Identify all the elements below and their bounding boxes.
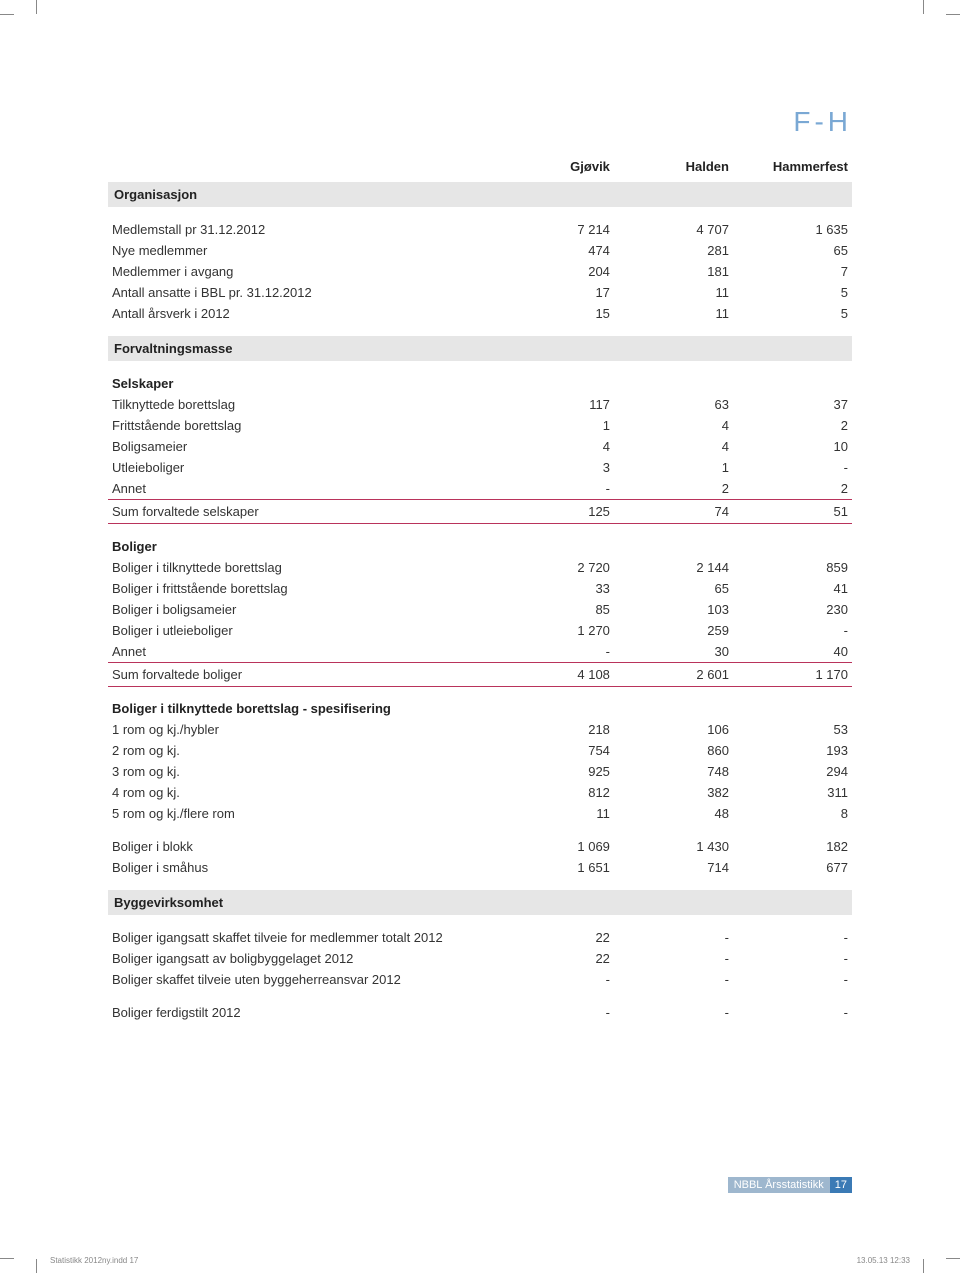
footer-tag: NBBL Årsstatistikk17	[728, 1177, 852, 1193]
table-row: Boligsameier4410	[108, 436, 852, 457]
table-row: Boliger igangsatt av boligbyggelaget 201…	[108, 948, 852, 969]
table-row: Boliger ferdigstilt 2012---	[108, 1002, 852, 1023]
sub-head: Boliger	[108, 536, 852, 557]
table-row: Boliger i småhus1 651714677	[108, 857, 852, 878]
table-row: Boliger i frittstående borettslag336541	[108, 578, 852, 599]
sub-head: Selskaper	[108, 373, 852, 394]
section-head: Organisasjon	[108, 182, 852, 207]
table-row: Annet-3040	[108, 641, 852, 663]
sum-row: Sum forvaltede boliger4 1082 6011 170	[108, 662, 852, 686]
col-halden: Halden	[614, 156, 733, 182]
table-row: Antall årsverk i 201215115	[108, 303, 852, 324]
table-row: Boliger i boligsameier85103230	[108, 599, 852, 620]
table-row: Boliger i utleieboliger1 270259-	[108, 620, 852, 641]
table-row: Medlemmer i avgang2041817	[108, 261, 852, 282]
column-header-row: Gjøvik Halden Hammerfest	[108, 156, 852, 182]
col-gjovik: Gjøvik	[495, 156, 614, 182]
indesign-slug: Statistikk 2012ny.indd 17 13.05.13 12:33	[50, 1256, 910, 1265]
table-row: 5 rom og kj./flere rom11488	[108, 803, 852, 824]
section-head: Byggevirksomhet	[108, 890, 852, 915]
indd-timestamp: 13.05.13 12:33	[857, 1256, 910, 1265]
indd-file: Statistikk 2012ny.indd 17	[50, 1256, 138, 1265]
table-row: 3 rom og kj.925748294	[108, 761, 852, 782]
table-row: 1 rom og kj./hybler21810653	[108, 719, 852, 740]
footer-page: 17	[830, 1177, 852, 1193]
table-row: Antall ansatte i BBL pr. 31.12.201217115	[108, 282, 852, 303]
section-letter-heading: F-H	[108, 106, 852, 138]
table-row: Utleieboliger31-	[108, 457, 852, 478]
col-hammerfest: Hammerfest	[733, 156, 852, 182]
sum-row: Sum forvaltede selskaper1257451	[108, 500, 852, 524]
section-head: Forvaltningsmasse	[108, 336, 852, 361]
table-row: Annet-22	[108, 478, 852, 500]
table-row: Frittstående borettslag142	[108, 415, 852, 436]
stats-table: Gjøvik Halden Hammerfest Organisasjon Med…	[108, 156, 852, 1035]
table-row: 2 rom og kj.754860193	[108, 740, 852, 761]
table-row: Boliger igangsatt skaffet tilveie for me…	[108, 927, 852, 948]
table-row: Tilknyttede borettslag1176337	[108, 394, 852, 415]
table-row: Boliger skaffet tilveie uten byggeherrea…	[108, 969, 852, 990]
table-row: 4 rom og kj.812382311	[108, 782, 852, 803]
footer-label: NBBL Årsstatistikk	[728, 1177, 830, 1193]
sub-head: Boliger i tilknyttede borettslag - spesi…	[108, 698, 852, 719]
table-row: Boliger i blokk1 0691 430182	[108, 836, 852, 857]
table-row: Nye medlemmer47428165	[108, 240, 852, 261]
table-row: Boliger i tilknyttede borettslag2 7202 1…	[108, 557, 852, 578]
table-row: Medlemstall pr 31.12.20127 2144 7071 635	[108, 219, 852, 240]
